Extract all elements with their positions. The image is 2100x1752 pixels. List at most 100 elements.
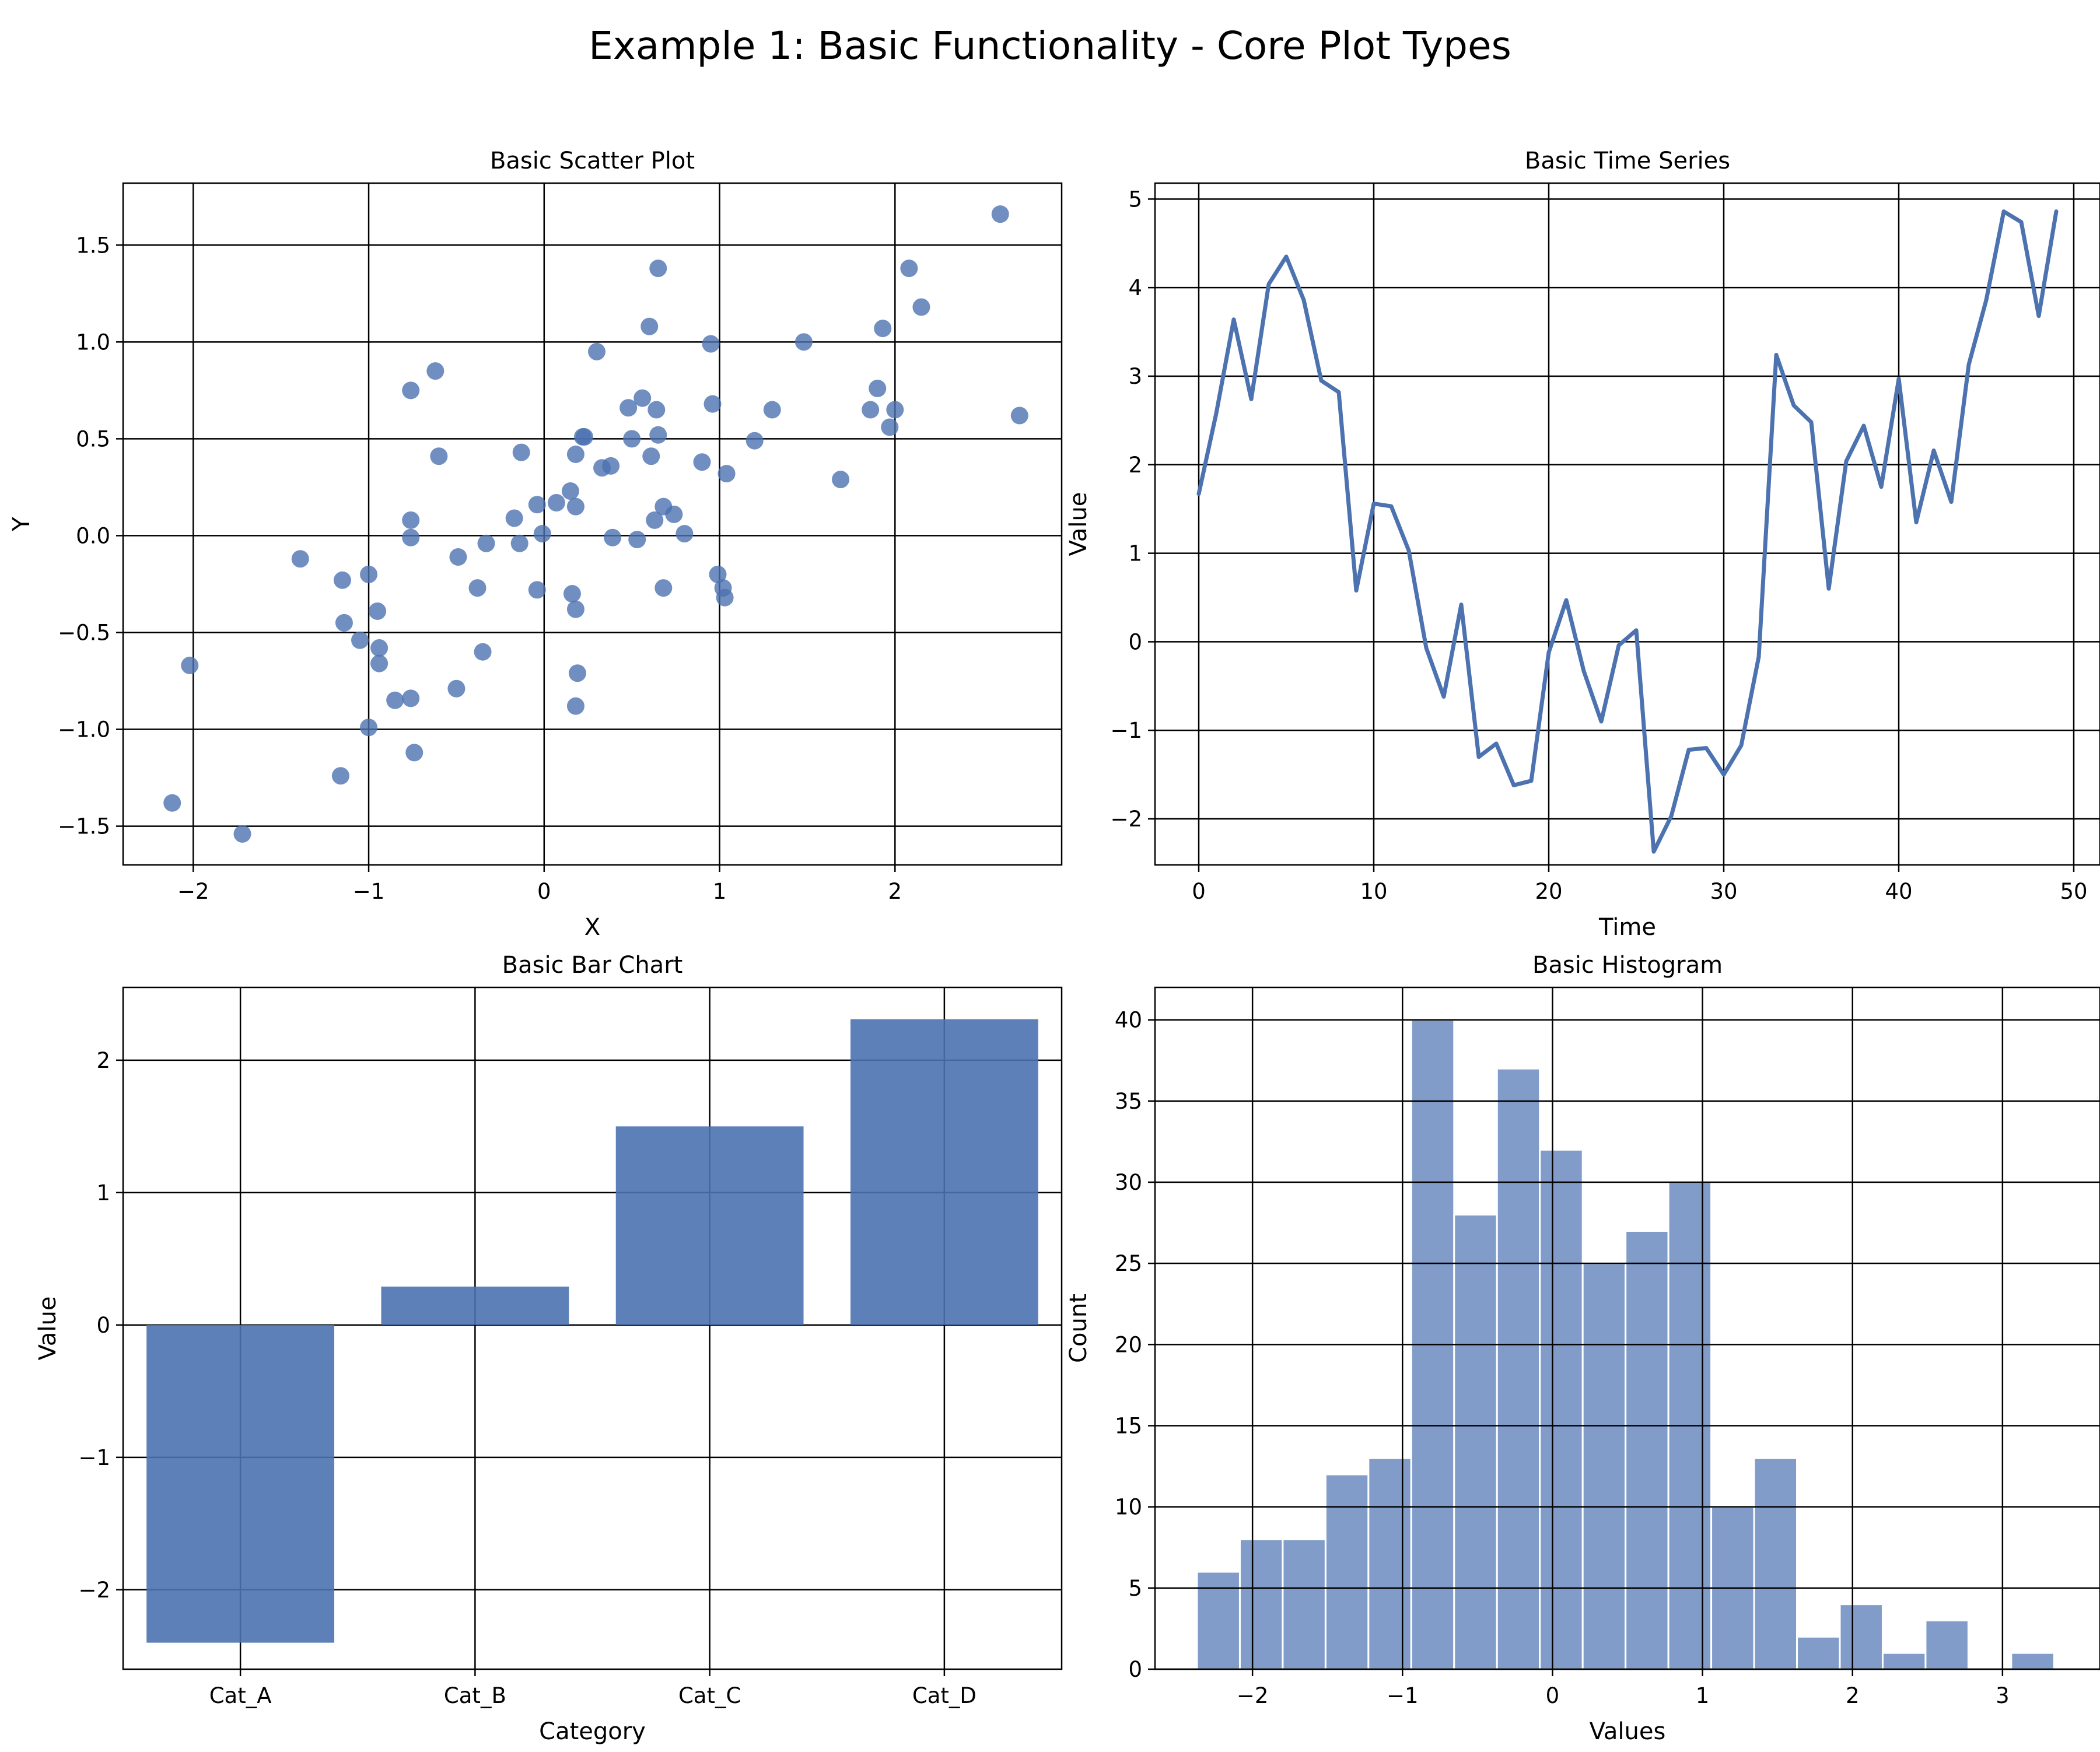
scatter-point — [426, 362, 444, 380]
scatter-point — [566, 445, 584, 463]
scatter-point — [402, 511, 420, 529]
scatter-point — [505, 509, 523, 527]
timeseries-x-tick-label: 40 — [1885, 879, 1912, 904]
scatter-point — [704, 395, 722, 413]
scatter-point — [233, 825, 251, 843]
scatter-axes-frame — [122, 182, 1063, 866]
histogram-axes-frame — [1154, 986, 2100, 1670]
scatter-point — [402, 381, 420, 400]
scatter-point — [1010, 407, 1028, 425]
scatter-point — [649, 426, 667, 444]
scatter-point — [832, 471, 850, 489]
histogram-x-tick-label: 1 — [1696, 1683, 1710, 1708]
scatter-point — [634, 389, 652, 407]
scatter-point — [291, 550, 309, 568]
scatter-y-tick-label: −1.0 — [58, 717, 110, 742]
histogram-bin — [1539, 1148, 1584, 1670]
scatter-title: Basic Scatter Plot — [490, 148, 695, 174]
bar-x-axis-label: Category — [539, 1718, 646, 1745]
bar-marks — [146, 1019, 1038, 1643]
histogram-x-tick-label: 2 — [1846, 1683, 1860, 1708]
scatter-point — [566, 497, 584, 516]
scatter-point — [628, 531, 646, 549]
histogram-bin — [2010, 1652, 2055, 1670]
scatter-point — [676, 525, 694, 543]
timeseries-y-tick-label: 0 — [1128, 629, 1142, 654]
scatter-point — [575, 428, 593, 446]
scatter-grid — [123, 183, 1062, 865]
scatter-point — [360, 719, 378, 737]
scatter-point — [335, 614, 353, 632]
scatter-point — [563, 585, 581, 603]
scatter-point — [386, 691, 404, 709]
scatter-point — [163, 794, 181, 812]
scatter-y-axis-label: Y — [8, 517, 35, 532]
bar-panel: Cat_A Cat_B Cat_C Cat_D −2 −1 0 1 2 Basic Bar Cha… — [34, 952, 1063, 1745]
scatter-point — [620, 399, 638, 417]
scatter-point — [468, 579, 487, 597]
histogram-y-tick-label: 30 — [1115, 1170, 1142, 1195]
timeseries-axes-frame — [1154, 182, 2100, 866]
scatter-point — [588, 342, 606, 360]
histogram-y-tick-label: 15 — [1115, 1414, 1142, 1439]
histogram-x-tick-label: −2 — [1237, 1683, 1269, 1708]
bar-y-tick-label: −2 — [78, 1578, 110, 1603]
scatter-point — [862, 401, 880, 419]
histogram-bin — [1496, 1067, 1541, 1670]
scatter-point — [370, 654, 388, 672]
scatter-point — [874, 320, 892, 338]
bar-Cat_A — [146, 1324, 335, 1643]
scatter-y-tick-label: 0.5 — [76, 426, 110, 451]
bar-y-tick-label: 0 — [96, 1313, 110, 1338]
scatter-point — [528, 496, 546, 514]
timeseries-x-tick-label: 20 — [1535, 879, 1562, 904]
scatter-point — [430, 447, 448, 465]
bar-y-tick-label: 1 — [96, 1180, 110, 1206]
scatter-x-axis-label: X — [584, 914, 600, 941]
histogram-title: Basic Histogram — [1532, 952, 1723, 979]
histogram-x-tick-label: 3 — [1996, 1683, 2010, 1708]
histogram-bin — [1839, 1603, 1884, 1670]
histogram-x-axis-label: Values — [1590, 1718, 1666, 1745]
bar-axes-frame — [122, 986, 1063, 1670]
histogram-y-axis-label: Count — [1065, 1294, 1092, 1363]
timeseries-title: Basic Time Series — [1525, 148, 1730, 174]
scatter-point — [602, 457, 620, 475]
bar-x-tick-label: Cat_A — [209, 1683, 272, 1708]
scatter-point — [746, 432, 764, 450]
timeseries-panel: 0 10 20 30 40 50 −2 −1 0 1 2 3 4 5 Basic Time Series Ti… — [1065, 148, 2100, 941]
bar-Cat_D — [850, 1019, 1038, 1325]
timeseries-y-tick-label: 4 — [1128, 275, 1142, 300]
histogram-bin — [1453, 1214, 1498, 1670]
bar-y-tick-label: 2 — [96, 1048, 110, 1073]
scatter-point — [648, 401, 666, 419]
scatter-point — [642, 447, 660, 465]
bar-Cat_C — [615, 1126, 804, 1325]
histogram-bin — [1924, 1620, 1969, 1670]
scatter-point — [566, 600, 584, 618]
scatter-point — [333, 571, 351, 589]
timeseries-y-tick-label: 3 — [1128, 364, 1142, 389]
timeseries-y-tick-label: −2 — [1110, 807, 1142, 832]
scatter-point — [547, 493, 565, 511]
timeseries-x-tick-label: 0 — [1192, 879, 1206, 904]
timeseries-x-tick-label: 30 — [1710, 879, 1737, 904]
histogram-y-tick-label: 20 — [1115, 1332, 1142, 1357]
histogram-bin — [1796, 1635, 1841, 1670]
scatter-x-tick-label: 2 — [888, 879, 902, 904]
scatter-marks — [163, 205, 1028, 843]
bar-x-tick-label: Cat_D — [912, 1683, 977, 1708]
scatter-point — [900, 260, 918, 278]
timeseries-y-tick-label: 5 — [1128, 187, 1142, 212]
series-line — [1196, 209, 2059, 854]
timeseries-y-tick-label: −1 — [1110, 718, 1142, 743]
scatter-point — [474, 643, 492, 661]
scatter-point — [533, 525, 551, 543]
histogram-bin — [1753, 1457, 1798, 1670]
scatter-point — [447, 679, 466, 698]
histogram-bin — [1581, 1262, 1627, 1670]
histogram-y-tick-label: 25 — [1115, 1251, 1142, 1276]
timeseries-y-tick-label: 2 — [1128, 453, 1142, 478]
